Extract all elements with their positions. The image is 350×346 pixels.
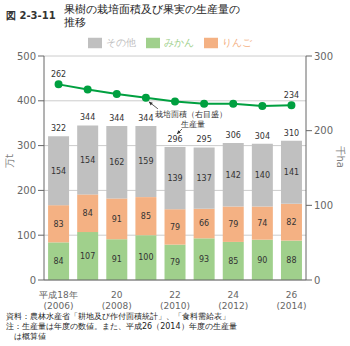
html-text:果樹の栽培面積及び果実の生産量の 推移: 果樹の栽培面積及び果実の生産量の 推移 <box>63 3 240 29</box>
svg-text:91: 91 <box>112 255 122 264</box>
html-text:みかん: みかん <box>164 37 194 48</box>
svg-text:300: 300 <box>314 51 333 62</box>
html-text:りんご: りんご <box>222 37 252 48</box>
svg-text:200: 200 <box>17 185 36 196</box>
svg-text:400: 400 <box>17 95 36 106</box>
svg-text:300: 300 <box>17 140 36 151</box>
svg-text:26(2014): 26(2014) <box>276 290 306 310</box>
svg-text:500: 500 <box>17 51 36 62</box>
svg-text:322: 322 <box>51 124 66 133</box>
svg-text:平成18年(2006): 平成18年(2006) <box>39 290 77 310</box>
svg-text:84: 84 <box>83 209 93 218</box>
svg-text:344: 344 <box>138 114 153 123</box>
svg-text:91: 91 <box>112 215 122 224</box>
svg-text:栽培面積（右目盛）: 栽培面積（右目盛） <box>155 110 227 119</box>
svg-text:79: 79 <box>228 220 238 229</box>
svg-text:79: 79 <box>170 258 180 267</box>
svg-text:24(2012): 24(2012) <box>218 290 248 310</box>
svg-text:82: 82 <box>286 218 296 227</box>
svg-text:200: 200 <box>314 125 333 136</box>
svg-text:142: 142 <box>226 171 241 180</box>
svg-text:344: 344 <box>109 114 124 123</box>
svg-text:88: 88 <box>286 256 296 265</box>
svg-text:139: 139 <box>167 174 182 183</box>
svg-text:0: 0 <box>314 275 320 286</box>
svg-text:295: 295 <box>196 135 211 144</box>
svg-text:344: 344 <box>80 113 95 122</box>
svg-text:千ha: 千ha <box>335 146 342 168</box>
svg-text:159: 159 <box>138 157 153 166</box>
html-text:図 2-3-11: 図 2-3-11 <box>6 10 56 21</box>
svg-text:100: 100 <box>17 230 36 241</box>
svg-text:140: 140 <box>255 171 270 180</box>
svg-text:85: 85 <box>228 257 238 266</box>
svg-text:141: 141 <box>284 168 299 177</box>
svg-text:154: 154 <box>51 167 66 176</box>
svg-text:162: 162 <box>109 158 124 167</box>
svg-text:296: 296 <box>167 135 182 144</box>
svg-text:93: 93 <box>199 255 209 264</box>
svg-text:0: 0 <box>30 275 36 286</box>
svg-text:234: 234 <box>284 91 299 100</box>
svg-text:304: 304 <box>255 132 270 141</box>
svg-text:生産量: 生産量 <box>181 120 205 129</box>
svg-text:84: 84 <box>53 257 63 266</box>
svg-text:100: 100 <box>138 253 153 262</box>
svg-text:万t: 万t <box>8 154 15 168</box>
svg-text:262: 262 <box>51 70 66 79</box>
svg-text:22(2010): 22(2010) <box>160 290 190 310</box>
svg-text:85: 85 <box>141 212 151 221</box>
svg-text:66: 66 <box>199 219 209 228</box>
svg-text:310: 310 <box>284 129 299 138</box>
svg-text:137: 137 <box>196 174 211 183</box>
svg-text:154: 154 <box>80 156 95 165</box>
svg-text:20(2008): 20(2008) <box>102 290 132 310</box>
svg-text:74: 74 <box>257 219 267 228</box>
html-text:その他: その他 <box>106 37 136 48</box>
svg-text:83: 83 <box>53 220 63 229</box>
svg-text:306: 306 <box>226 131 241 140</box>
svg-text:79: 79 <box>170 223 180 232</box>
html-text:資料：農林水産省「耕地及び作付面積統計」、「食料需給表」 注: 資料：農林水産省「耕地及び作付面積統計」、「食料需給表」 注：生産量は年度の数値… <box>6 312 237 341</box>
svg-text:90: 90 <box>257 256 267 265</box>
svg-text:100: 100 <box>314 200 333 211</box>
svg-text:107: 107 <box>80 252 95 261</box>
